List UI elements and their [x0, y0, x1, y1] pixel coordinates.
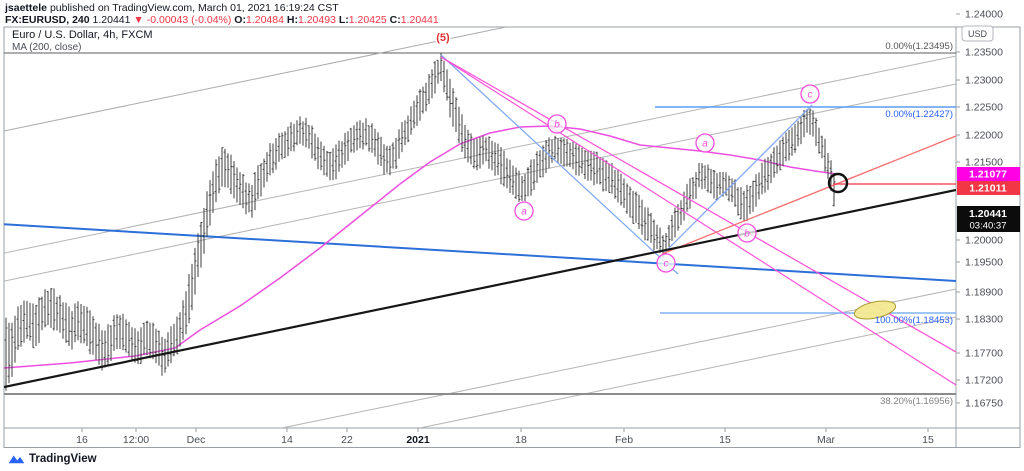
symbol-text[interactable]: FX:EURUSD, 240: [5, 14, 90, 26]
time-tick-label: 2021: [406, 434, 430, 446]
wave-label: a: [521, 207, 527, 218]
price-tick-label: 1.21500: [965, 157, 1003, 169]
wave-circle[interactable]: [695, 133, 715, 153]
open-label: O:: [234, 14, 246, 26]
tradingview-logo-icon[interactable]: [8, 452, 25, 466]
blue-decline-line[interactable]: [440, 54, 679, 275]
byline-author: jsaettele: [5, 2, 48, 14]
time-tick-label: 16: [76, 434, 88, 446]
footer: TradingView: [8, 452, 97, 466]
time-tick-label: 14: [281, 434, 293, 446]
currency-badge-label: USD: [968, 29, 988, 39]
price-tick-label: 1.17700: [965, 348, 1003, 360]
pane-frame: [3, 26, 1021, 448]
price-tick-label: 1.24000: [965, 9, 1003, 21]
wave-circle[interactable]: [737, 223, 757, 243]
last-price-text: 1.20441: [92, 14, 131, 26]
black-support-line[interactable]: [4, 188, 956, 389]
gray-channel-1[interactable]: [4, 27, 507, 132]
low-label: L:: [338, 14, 349, 26]
price-tick-label: 1.18300: [965, 314, 1003, 326]
high-value: 1.20493: [297, 14, 336, 26]
chart-legend-title[interactable]: Euro / U.S. Dollar, 4h, FXCM: [12, 29, 153, 41]
price-tick-label: 1.16750: [965, 398, 1003, 410]
time-tick-label: 22: [341, 434, 353, 446]
quote-row: FX:EURUSD, 240 1.20441 ▼ -0.00043 (-0.04…: [5, 14, 439, 26]
price-tag-value: 1.21077: [969, 169, 1007, 181]
ma-200-line[interactable]: [4, 125, 837, 369]
price-tick-label: 1.23500: [965, 47, 1003, 59]
time-tick-label: Mar: [817, 434, 836, 446]
blue-advance-line[interactable]: [659, 104, 813, 258]
time-tick-label: 12:00: [123, 434, 149, 446]
open-value: 1.20484: [245, 14, 284, 26]
target-ellipse[interactable]: [853, 298, 897, 322]
fib-level-label[interactable]: 0.00%(1.23495): [885, 41, 953, 52]
wave-label: b: [554, 120, 560, 131]
fib-level-label[interactable]: 100.00%(1.18453): [875, 315, 953, 326]
wave-label: b: [744, 229, 750, 240]
time-tick-label: 15: [922, 434, 934, 446]
price-tag-value: 1.21011: [969, 183, 1007, 195]
wave-label-5[interactable]: (5): [435, 31, 452, 46]
currency-badge[interactable]: [961, 25, 994, 42]
red-rising-line[interactable]: [661, 135, 956, 255]
gray-channel-2[interactable]: [0, 55, 956, 254]
price-tag-value: 1.20441: [969, 208, 1007, 220]
byline: jsaettele published on TradingView.com, …: [5, 2, 339, 14]
magenta-trendline-2[interactable]: [440, 56, 956, 386]
close-label: C:: [389, 14, 401, 26]
close-value: 1.20441: [400, 14, 439, 26]
wave-circle[interactable]: [656, 253, 676, 273]
chart-legend-ma[interactable]: MA (200, close): [12, 42, 82, 53]
time-axis[interactable]: 16 12:00 Dec 14 22 2021 18 Feb 15 Mar 15: [76, 428, 934, 446]
pane-content[interactable]: (5) a b c a b c 0.00%(1.23495) 0.00%(1.22427) 100…: [0, 27, 956, 428]
price-tick-label: 1.22000: [965, 130, 1003, 142]
wave-circle[interactable]: [800, 84, 820, 104]
time-tick-label: Dec: [187, 434, 206, 446]
price-tick-label: 1.18900: [965, 287, 1003, 299]
entry-circle-marker[interactable]: [827, 172, 849, 194]
price-bars[interactable]: [4, 52, 836, 391]
wave-label: c: [808, 90, 813, 101]
byline-text: published on TradingView.com, March 01, …: [47, 2, 339, 14]
price-tick-label: 1.20000: [965, 235, 1003, 247]
time-tick-label: 15: [719, 434, 731, 446]
wave-circle[interactable]: [514, 201, 534, 221]
price-change-text: ▼ -0.00043 (-0.04%): [133, 14, 232, 26]
tradingview-brand-text[interactable]: TradingView: [29, 453, 97, 465]
time-tick-label: Feb: [615, 434, 633, 446]
gray-channel-3[interactable]: [0, 83, 956, 282]
fib-level-label[interactable]: 0.00%(1.22427): [885, 109, 953, 120]
price-tag-last-price[interactable]: [957, 206, 1020, 232]
price-tick-label: 1.23000: [965, 75, 1003, 87]
fib-level-label[interactable]: 38.20%(1.16956): [880, 396, 953, 407]
gray-channel-4[interactable]: [281, 288, 956, 428]
chart-legend: Euro / U.S. Dollar, 4h, FXCM MA (200, cl…: [12, 29, 153, 54]
price-tick-label: 1.22500: [965, 102, 1003, 114]
wave-label: c: [664, 259, 669, 270]
price-axis[interactable]: 1.24000 1.23500 1.23000 1.22500 1.22000 1.215…: [956, 9, 1020, 410]
low-value: 1.20425: [348, 14, 387, 26]
wave-circle[interactable]: [547, 114, 567, 134]
price-tick-label: 1.19500: [965, 257, 1003, 269]
time-tick-label: 18: [515, 434, 527, 446]
blue-longterm-line[interactable]: [0, 223, 956, 282]
price-tag-red-horizontal-line[interactable]: [957, 181, 1020, 195]
high-label: H:: [286, 14, 298, 26]
price-tag-ma200[interactable]: [957, 167, 1020, 181]
price-tag-countdown: 03:40:37: [970, 221, 1007, 232]
wave-label: a: [702, 139, 708, 150]
gray-channel-5[interactable]: [419, 316, 956, 428]
price-tick-label: 1.17200: [965, 375, 1003, 387]
